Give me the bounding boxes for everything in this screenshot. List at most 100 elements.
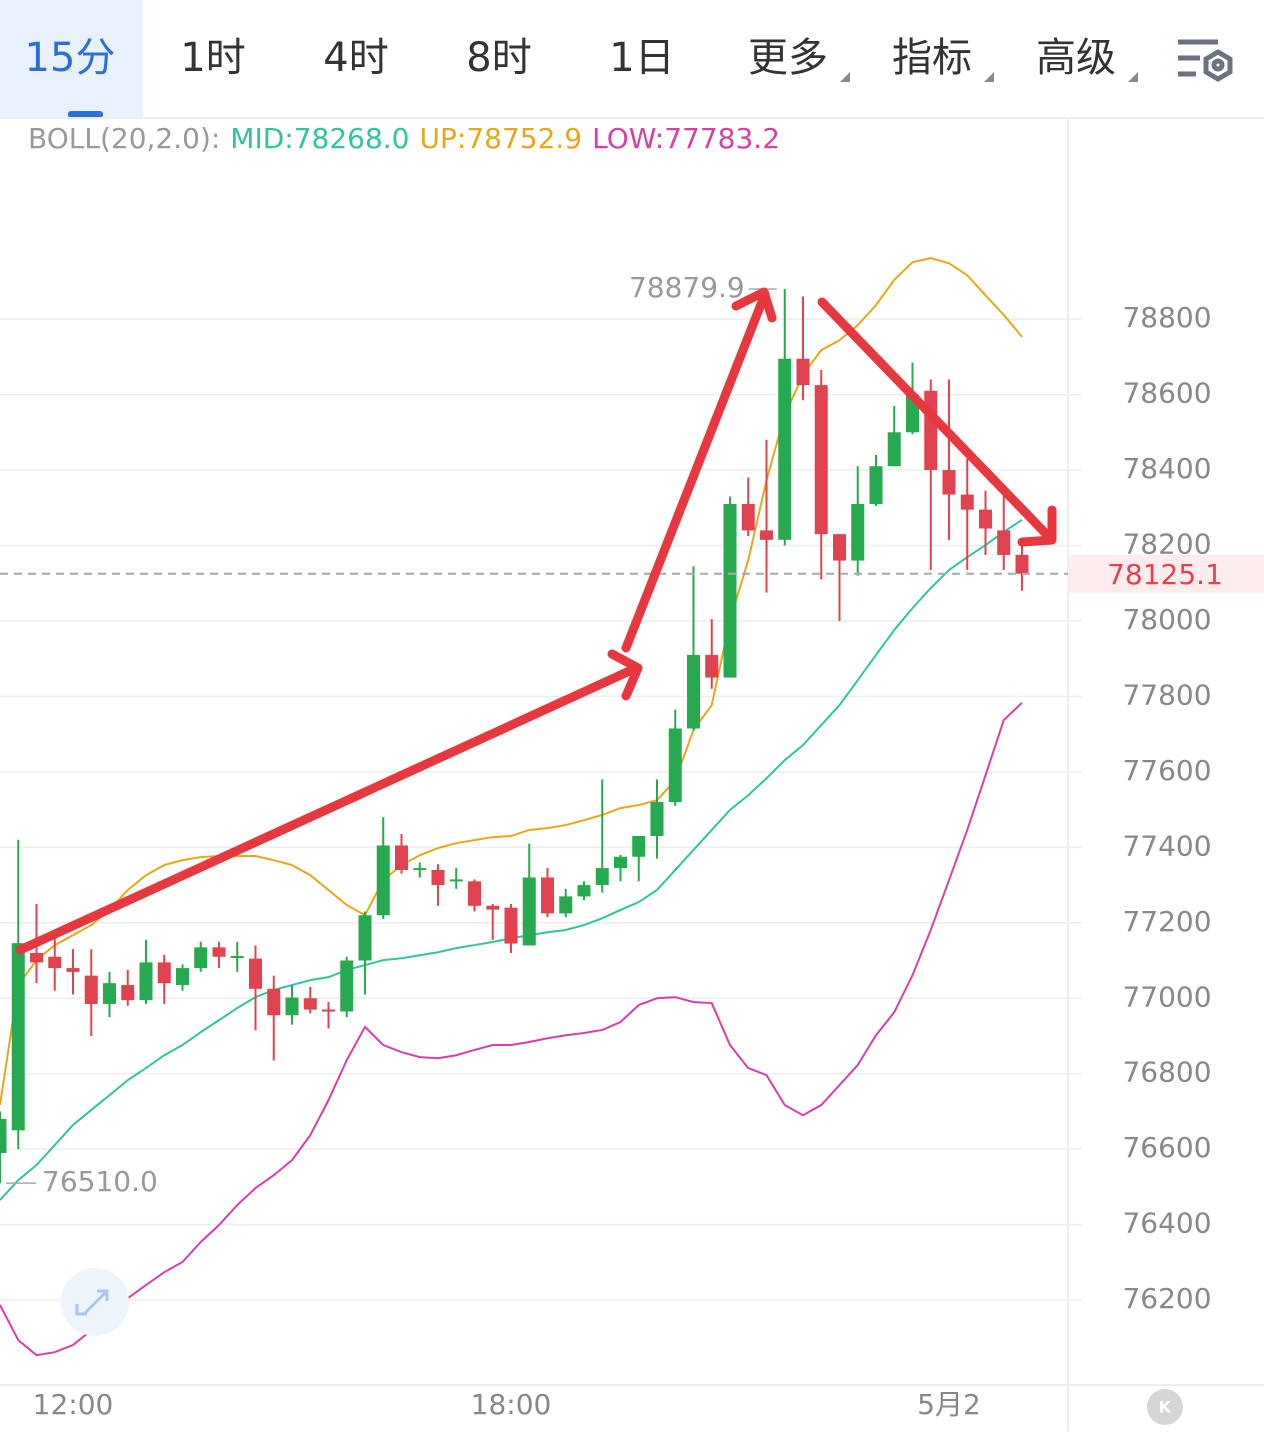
y-tick-label: 78600	[1122, 377, 1211, 410]
candle-body	[267, 988, 281, 1016]
candle-body	[723, 503, 737, 678]
legend-item: MID:78268.0	[230, 122, 409, 155]
dropdown-icon	[840, 72, 850, 82]
max-label: 78879.9	[629, 271, 745, 304]
y-tick-label: 77600	[1122, 754, 1211, 787]
candle-body	[121, 985, 135, 1001]
candle-body	[705, 654, 719, 678]
candle-body	[668, 728, 682, 803]
candle-body	[595, 868, 609, 886]
candle-body	[632, 836, 646, 857]
candle-body	[449, 879, 463, 882]
candle-body	[796, 358, 810, 386]
candle-body	[413, 868, 427, 871]
x-tick-label: 12:00	[33, 1388, 114, 1421]
candle-body	[230, 956, 244, 959]
candle-body	[833, 534, 846, 561]
plot: 78879.9 76510.0 78125.1	[0, 256, 1264, 1357]
candle-body	[942, 470, 956, 495]
tab[interactable]: 高级	[1036, 35, 1116, 81]
candle-body	[687, 654, 700, 729]
candle-body	[48, 956, 62, 969]
y-tick-label: 77400	[1122, 829, 1211, 862]
candle-body	[741, 503, 755, 531]
candle-body	[979, 509, 992, 529]
x-tick-label: 18:00	[471, 1388, 552, 1421]
candle-body	[358, 915, 372, 961]
x-tick-label: 5月2	[917, 1388, 981, 1421]
y-tick-label: 77000	[1122, 980, 1211, 1013]
candle-body	[887, 432, 901, 467]
candle-body	[212, 947, 226, 957]
tab[interactable]: 更多	[748, 35, 828, 81]
tab[interactable]: 8时	[466, 35, 531, 81]
min-label: 76510.0	[42, 1165, 158, 1198]
y-tick-label: 76400	[1122, 1207, 1211, 1240]
dropdown-icon	[1128, 72, 1138, 82]
candle-body	[504, 907, 518, 944]
candle-body	[103, 983, 116, 1004]
active-tab-indicator	[68, 111, 103, 118]
candle-body	[486, 905, 500, 910]
drawn-arrows	[15, 287, 1057, 955]
candle-body	[650, 802, 664, 837]
candle-body	[66, 968, 80, 972]
last-price-label: 78125.1	[1107, 558, 1223, 591]
y-tick-label: 77800	[1122, 678, 1211, 711]
y-tick-label: 76200	[1122, 1282, 1211, 1315]
candle-body	[0, 1118, 7, 1153]
candle-body	[157, 962, 171, 984]
candle-body	[1015, 554, 1029, 574]
candle-body	[395, 845, 408, 870]
candle-body	[11, 943, 25, 1131]
last-price-bg	[1069, 554, 1264, 593]
y-tick-label: 76800	[1122, 1056, 1211, 1089]
candle-body	[340, 960, 354, 1012]
candle-body	[924, 390, 938, 471]
grid: 76200 76400 76600 76800 77000 77200 77400 77600…	[0, 301, 1212, 1421]
candle-body	[30, 952, 43, 963]
candle-body	[614, 856, 627, 869]
candle-body	[778, 358, 792, 540]
y-tick-label: 78800	[1122, 301, 1211, 334]
boll-line	[0, 256, 1023, 1106]
candle-body	[869, 466, 883, 504]
candle-body	[139, 962, 153, 1001]
y-tick-label: 78400	[1122, 452, 1211, 485]
candle-body	[285, 997, 299, 1016]
candle-body	[84, 975, 98, 1004]
y-tick-label: 76600	[1122, 1131, 1211, 1164]
candle-body	[431, 869, 445, 886]
tabs: 15分 1时 4时 8时 1日 更多 指标 高级	[25, 35, 1116, 81]
expand-icon	[75, 1289, 109, 1316]
candle-body	[194, 947, 208, 969]
scroll-latest-button[interactable]	[1147, 1389, 1183, 1425]
tab[interactable]: 1时	[180, 35, 245, 81]
candle-body	[814, 385, 828, 535]
candle-body	[249, 958, 262, 989]
candle-body	[303, 998, 317, 1010]
tab[interactable]: 15分	[25, 35, 116, 81]
boll-line	[0, 518, 1023, 1201]
settings-icon[interactable]	[1178, 39, 1233, 82]
candle-body	[997, 530, 1011, 555]
y-tick-label: 78000	[1122, 603, 1211, 636]
candle-body	[468, 881, 481, 906]
tab[interactable]: 1日	[609, 35, 674, 81]
candle-body	[376, 845, 390, 916]
candle-body	[541, 877, 554, 914]
active-tab-bg	[0, 0, 143, 118]
tab[interactable]: 指标	[892, 35, 972, 81]
candle-body	[559, 896, 573, 914]
candle-body	[851, 503, 865, 561]
boll-line	[0, 702, 1023, 1357]
legend-item: UP:78752.9	[420, 122, 583, 155]
candle-body	[176, 968, 189, 986]
tab[interactable]: 4时	[323, 35, 388, 81]
legend-item: LOW:77783.2	[592, 122, 780, 155]
y-tick-label: 77200	[1122, 905, 1211, 938]
candle-body	[760, 530, 773, 540]
tab-bar	[0, 0, 1264, 118]
dropdown-icon	[984, 72, 994, 82]
